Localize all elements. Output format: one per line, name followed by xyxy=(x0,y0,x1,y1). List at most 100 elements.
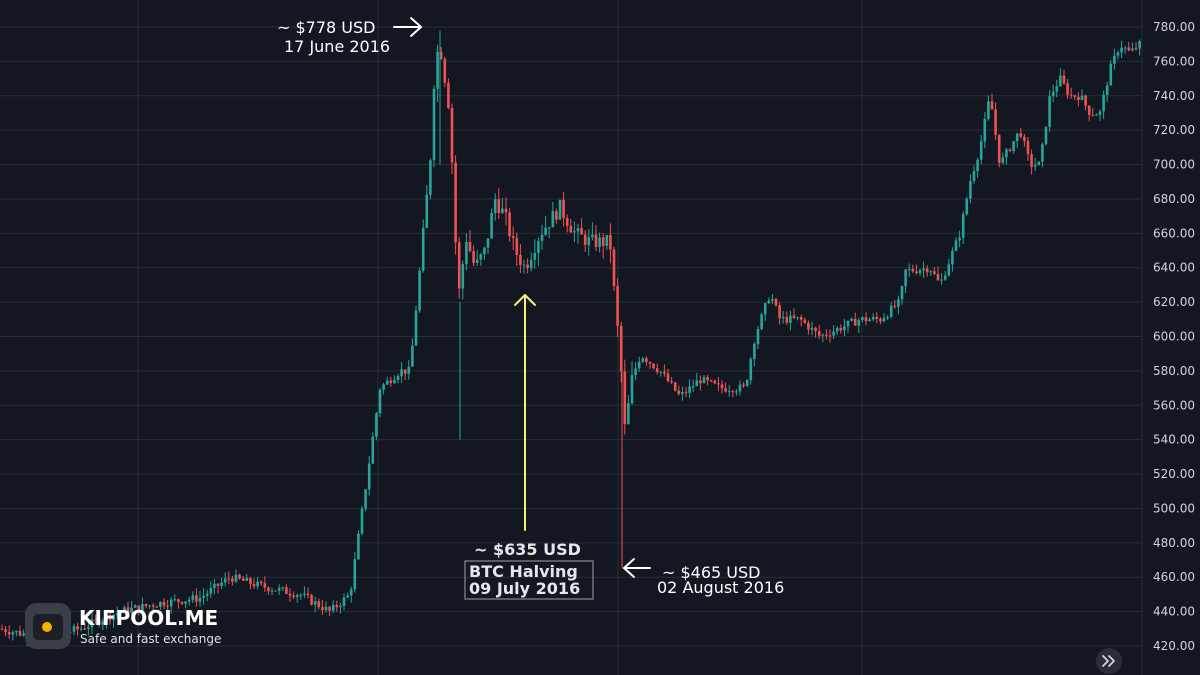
candle xyxy=(371,432,375,465)
candle xyxy=(472,245,475,267)
candle xyxy=(987,95,990,121)
candle-body xyxy=(641,358,645,362)
candle xyxy=(1077,92,1080,107)
candle xyxy=(483,246,486,260)
candle xyxy=(342,593,346,610)
candle xyxy=(623,359,627,435)
candle xyxy=(735,388,738,396)
candle xyxy=(565,214,569,233)
candle-body xyxy=(886,316,889,318)
candle-body xyxy=(969,181,972,199)
candle-body xyxy=(738,384,742,392)
candle xyxy=(396,373,400,384)
candle-body xyxy=(299,594,303,596)
candle xyxy=(810,321,814,336)
candle xyxy=(123,605,126,612)
candle xyxy=(443,56,447,88)
candle xyxy=(389,376,393,387)
candle xyxy=(789,310,792,331)
halving-title-label: BTC Halving xyxy=(469,562,578,581)
candle xyxy=(529,252,533,272)
candle-body xyxy=(976,159,979,172)
candle xyxy=(893,300,897,309)
candle-body xyxy=(187,599,191,602)
candle xyxy=(778,302,781,325)
candle xyxy=(738,380,742,396)
peak-annotation: ~ $778 USD 17 June 2016 xyxy=(277,17,422,56)
candle xyxy=(173,594,177,602)
candle-body xyxy=(832,331,835,336)
candle-body xyxy=(465,241,468,265)
candle xyxy=(187,596,191,606)
candle-body xyxy=(767,300,771,304)
candle-body xyxy=(630,375,634,404)
candle-body xyxy=(321,607,324,611)
candle-body xyxy=(663,371,666,374)
candle-body xyxy=(1012,141,1015,152)
halving-annotation: ~ $635 USD BTC Halving 09 July 2016 xyxy=(464,294,594,600)
candle-body xyxy=(7,632,11,635)
candle xyxy=(479,252,483,266)
candle-body xyxy=(645,358,648,363)
candle-body xyxy=(411,345,414,367)
candle xyxy=(335,600,339,612)
candle xyxy=(1015,133,1019,148)
candle-body xyxy=(677,390,681,394)
candle-body xyxy=(1102,94,1105,112)
candle xyxy=(666,368,670,383)
candle xyxy=(591,222,594,241)
candle-body xyxy=(846,320,850,327)
candle-body xyxy=(479,254,483,260)
candle-body xyxy=(303,593,306,595)
scroll-to-latest-button[interactable] xyxy=(1096,648,1122,674)
candle-body xyxy=(357,533,360,560)
candle xyxy=(983,112,987,149)
candle xyxy=(641,357,645,363)
candle-body xyxy=(198,597,202,602)
candle xyxy=(105,613,108,629)
candle-body xyxy=(533,252,537,260)
candle-body xyxy=(540,234,544,241)
candle-body xyxy=(598,237,601,247)
candle xyxy=(1005,147,1008,165)
candle xyxy=(281,586,285,592)
candle-body xyxy=(76,626,79,630)
candle xyxy=(1041,142,1044,168)
candle-body xyxy=(983,118,987,142)
candle xyxy=(655,363,659,375)
candle-body xyxy=(382,384,385,390)
candle-body xyxy=(180,601,184,604)
candle xyxy=(112,614,115,628)
candle-body xyxy=(468,241,472,252)
candle-body xyxy=(735,391,738,393)
candle-body xyxy=(432,88,436,161)
candle-body xyxy=(1127,47,1131,51)
candle-body xyxy=(1080,95,1084,100)
candle-body xyxy=(587,237,591,245)
candle-body xyxy=(803,319,807,323)
candle xyxy=(18,625,22,637)
candle xyxy=(879,317,882,325)
candle-body xyxy=(634,368,637,376)
candle xyxy=(904,269,907,293)
price-axis[interactable]: 420.00 440.00 460.00 480.00 500.00 520.00 540.… xyxy=(1153,20,1195,653)
candle-body xyxy=(868,319,871,322)
candle-body xyxy=(252,584,256,587)
candle xyxy=(1098,109,1102,121)
candle xyxy=(367,456,371,496)
scroll-button-bg[interactable] xyxy=(1096,648,1122,674)
peak-price-label: ~ $778 USD xyxy=(277,18,375,37)
candle-body xyxy=(796,317,799,319)
candle-body xyxy=(216,583,220,586)
candle xyxy=(781,310,785,324)
candle-body xyxy=(637,361,641,369)
candle xyxy=(1123,45,1127,54)
candle-body xyxy=(1116,52,1120,56)
candle-body xyxy=(241,578,245,581)
candle-body xyxy=(414,310,418,346)
candle xyxy=(421,219,425,273)
candle-body xyxy=(799,317,803,320)
candle-body xyxy=(126,607,130,613)
candle xyxy=(414,305,418,347)
candle-body xyxy=(781,317,785,319)
